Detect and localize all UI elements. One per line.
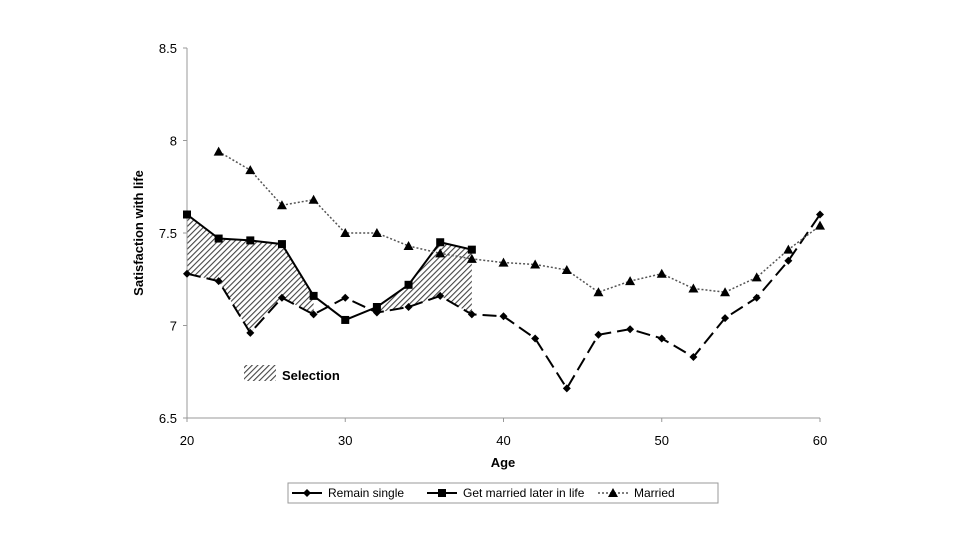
- data-point: [213, 146, 224, 156]
- data-point: [498, 257, 509, 267]
- data-point: [499, 312, 508, 321]
- data-point: [277, 293, 286, 302]
- data-point: [656, 268, 667, 278]
- y-tick-label: 8.5: [159, 41, 177, 56]
- data-point: [593, 287, 604, 297]
- selection-swatch: [244, 365, 276, 381]
- data-point: [783, 244, 794, 254]
- data-point: [752, 293, 761, 302]
- data-point: [594, 330, 603, 339]
- data-point: [751, 272, 762, 282]
- data-point: [309, 310, 318, 319]
- data-point: [214, 277, 223, 286]
- data-point: [403, 240, 414, 250]
- data-point: [626, 325, 635, 334]
- data-point: [625, 276, 636, 286]
- data-point: [466, 253, 477, 263]
- data-point: [784, 256, 793, 265]
- data-point: [309, 291, 318, 300]
- data-point: [404, 303, 413, 311]
- data-point: [371, 228, 382, 237]
- legend-label: Get married later in life: [463, 486, 585, 500]
- data-point: [720, 287, 731, 297]
- axis-ticks: 6.5 7 7.5 8 8.5 20 30 40 50 60: [159, 41, 827, 448]
- series-line: [218, 150, 821, 294]
- data-point: [276, 200, 287, 210]
- data-point: [530, 259, 541, 269]
- data-point: [183, 269, 191, 278]
- data-point: [689, 352, 698, 361]
- data-point: [721, 314, 730, 323]
- data-point: [436, 238, 445, 247]
- data-point: [561, 265, 572, 274]
- data-point: [467, 245, 476, 254]
- legend-box: [287, 482, 719, 504]
- data-point: [341, 293, 350, 302]
- x-tick-label: 60: [813, 433, 827, 448]
- data-point: [404, 280, 413, 289]
- series-lines: [183, 146, 825, 393]
- data-point: [815, 220, 825, 230]
- legend-marker: [438, 489, 446, 497]
- series-0: [183, 210, 824, 393]
- y-axis-title: Satisfaction with life: [131, 170, 146, 296]
- series-line: [186, 213, 473, 322]
- data-point: [688, 283, 699, 293]
- data-point: [214, 234, 223, 243]
- data-point: [657, 334, 666, 343]
- legend-marker: [303, 489, 311, 497]
- series-1: [183, 210, 476, 324]
- x-tick-label: 20: [180, 433, 194, 448]
- y-tick-label: 6.5: [159, 411, 177, 426]
- data-point: [246, 236, 255, 245]
- legend-label: Remain single: [328, 486, 404, 500]
- series-2: [213, 146, 825, 297]
- data-point: [562, 384, 571, 393]
- data-point: [435, 248, 446, 258]
- data-point: [308, 194, 319, 204]
- y-tick-label: 7.5: [159, 226, 177, 241]
- legend-label: Married: [634, 486, 675, 500]
- data-point: [245, 165, 256, 175]
- data-point: [341, 315, 350, 324]
- data-point: [372, 303, 381, 311]
- data-point: [246, 328, 255, 337]
- x-tick-label: 50: [655, 433, 669, 448]
- data-point: [436, 291, 445, 300]
- selection-region: [376, 242, 472, 315]
- x-tick-label: 40: [496, 433, 510, 448]
- legend: Remain single Get married later in life Ma…: [287, 482, 719, 504]
- legend-marker: [608, 488, 618, 497]
- selection-areas: [187, 214, 472, 333]
- data-point: [183, 210, 191, 219]
- x-axis-title: Age: [491, 455, 516, 470]
- data-point: [277, 240, 286, 249]
- x-tick-label: 30: [338, 433, 352, 448]
- data-point: [816, 210, 824, 219]
- data-point: [340, 228, 351, 237]
- selection-label: Selection: [282, 368, 340, 383]
- y-tick-label: 8: [170, 134, 177, 149]
- y-tick-label: 7: [170, 319, 177, 334]
- selection-region: [187, 214, 314, 333]
- data-point: [467, 310, 476, 319]
- data-point: [531, 334, 540, 343]
